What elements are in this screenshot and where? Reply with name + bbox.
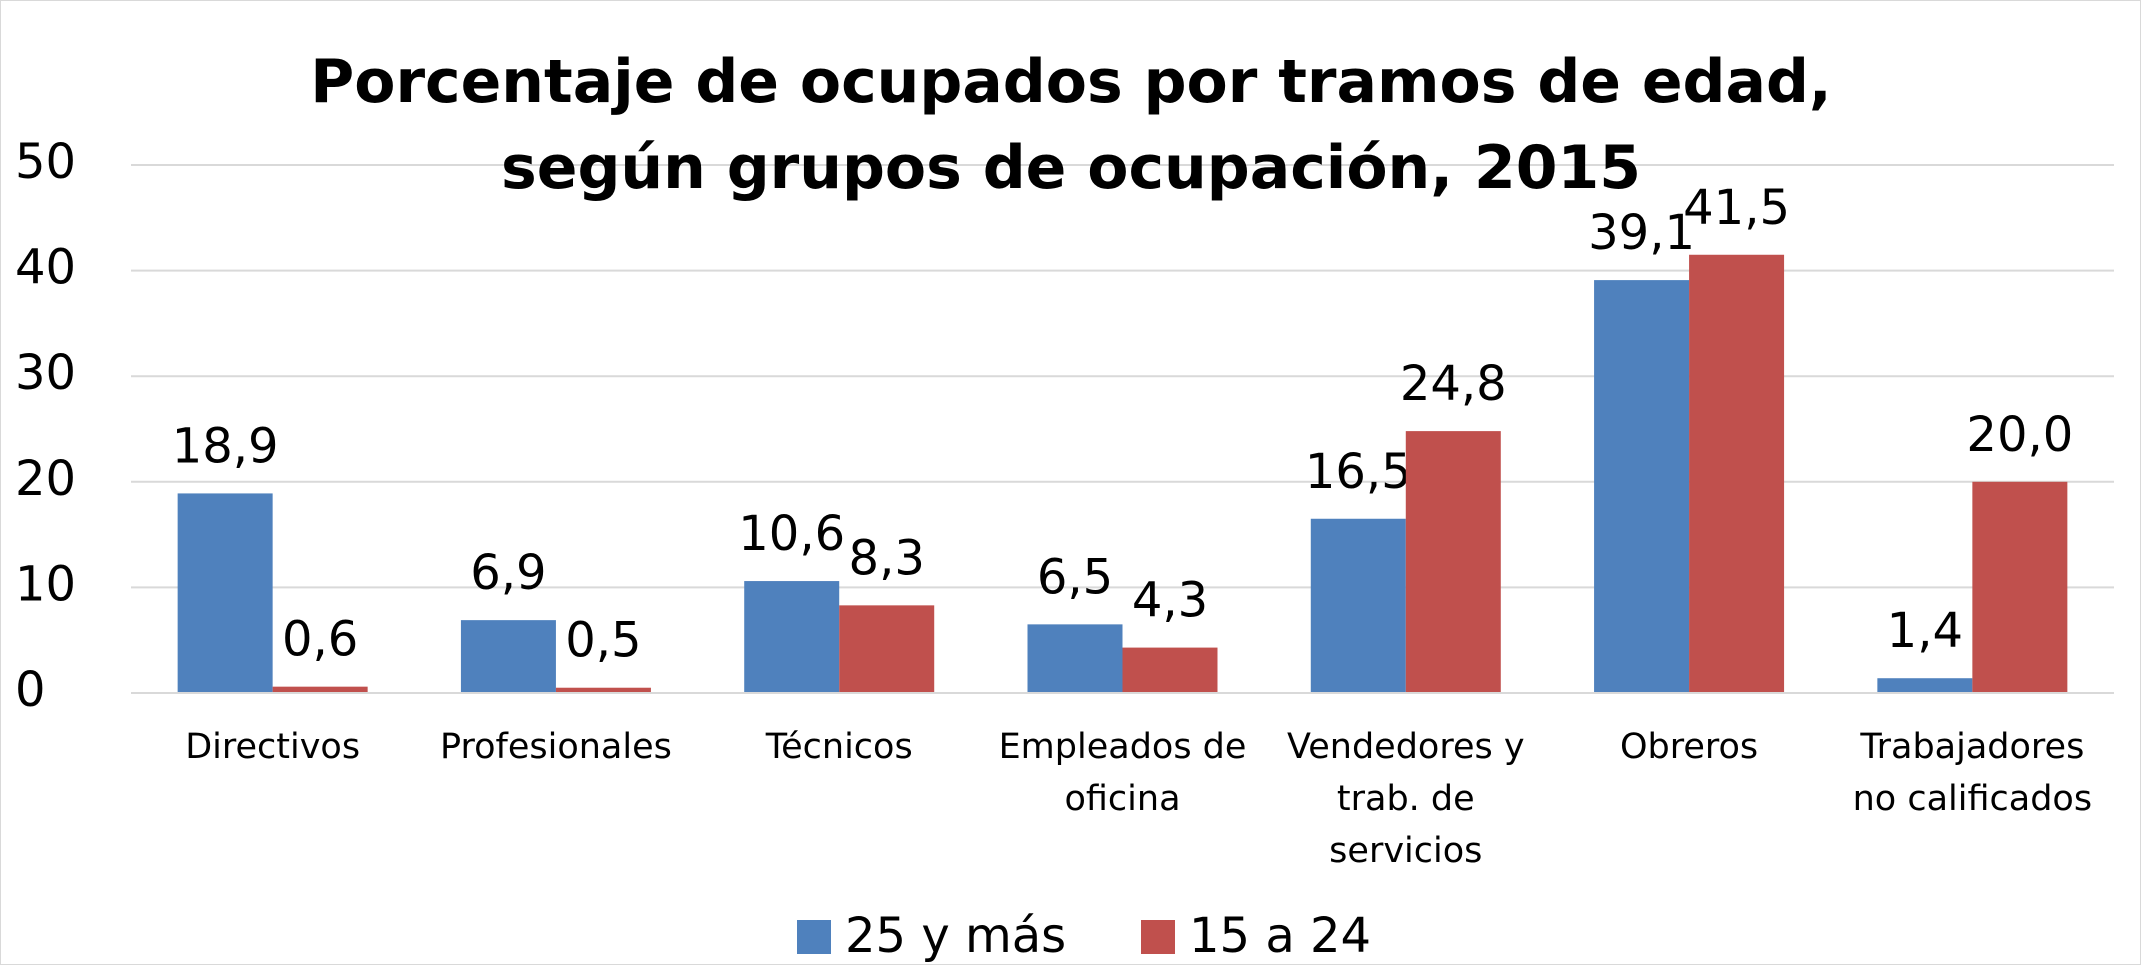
data-label: 0,6 xyxy=(282,612,358,668)
data-label: 8,3 xyxy=(849,530,925,586)
data-label: 20,0 xyxy=(1966,407,2073,463)
bar xyxy=(1405,431,1501,693)
bar xyxy=(177,493,273,693)
bar xyxy=(555,687,651,693)
y-tick-label: 40 xyxy=(15,240,76,296)
bar xyxy=(839,605,935,693)
x-tick-label: Trabajadores no calificados xyxy=(1852,727,2093,819)
bar xyxy=(1027,624,1123,693)
data-label: 10,6 xyxy=(738,506,845,562)
bar xyxy=(460,620,556,693)
bar xyxy=(1877,678,1973,693)
chart-title: Porcentaje de ocupados por tramos de eda… xyxy=(310,47,1832,203)
legend-swatch xyxy=(797,920,831,954)
data-label: 39,1 xyxy=(1588,205,1695,261)
x-tick-label: Profesionales xyxy=(439,727,672,767)
data-label: 41,5 xyxy=(1683,180,1790,236)
data-label: 0,5 xyxy=(565,613,641,669)
data-label: 6,5 xyxy=(1037,549,1113,605)
bar xyxy=(1689,254,1785,693)
legend-label: 25 y más xyxy=(845,908,1066,964)
y-tick-label: 10 xyxy=(15,556,76,612)
x-tick-label: Obreros xyxy=(1619,727,1759,767)
y-tick-label: 20 xyxy=(15,451,76,507)
data-label: 4,3 xyxy=(1132,573,1208,629)
data-label: 1,4 xyxy=(1887,603,1963,659)
data-label: 6,9 xyxy=(470,545,546,601)
bar xyxy=(1594,280,1690,693)
bar xyxy=(1122,647,1218,693)
data-label: 16,5 xyxy=(1305,444,1412,500)
legend-swatch xyxy=(1141,920,1175,954)
x-tick-label: Técnicos xyxy=(765,727,913,767)
y-tick-label: 50 xyxy=(15,134,76,190)
bar xyxy=(744,581,840,693)
legend-label: 15 a 24 xyxy=(1189,908,1371,964)
y-tick-label: 0 xyxy=(15,662,46,718)
bar xyxy=(1972,481,2068,693)
bar xyxy=(272,686,368,693)
y-tick-label: 30 xyxy=(15,345,76,401)
data-label: 18,9 xyxy=(172,418,279,474)
data-label: 24,8 xyxy=(1400,356,1507,412)
x-tick-label: Vendedores y trab. de servicios xyxy=(1287,727,1525,871)
bar xyxy=(1310,518,1406,693)
x-tick-label: Directivos xyxy=(185,727,361,767)
x-tick-label: Empleados de oficina xyxy=(998,727,1247,819)
